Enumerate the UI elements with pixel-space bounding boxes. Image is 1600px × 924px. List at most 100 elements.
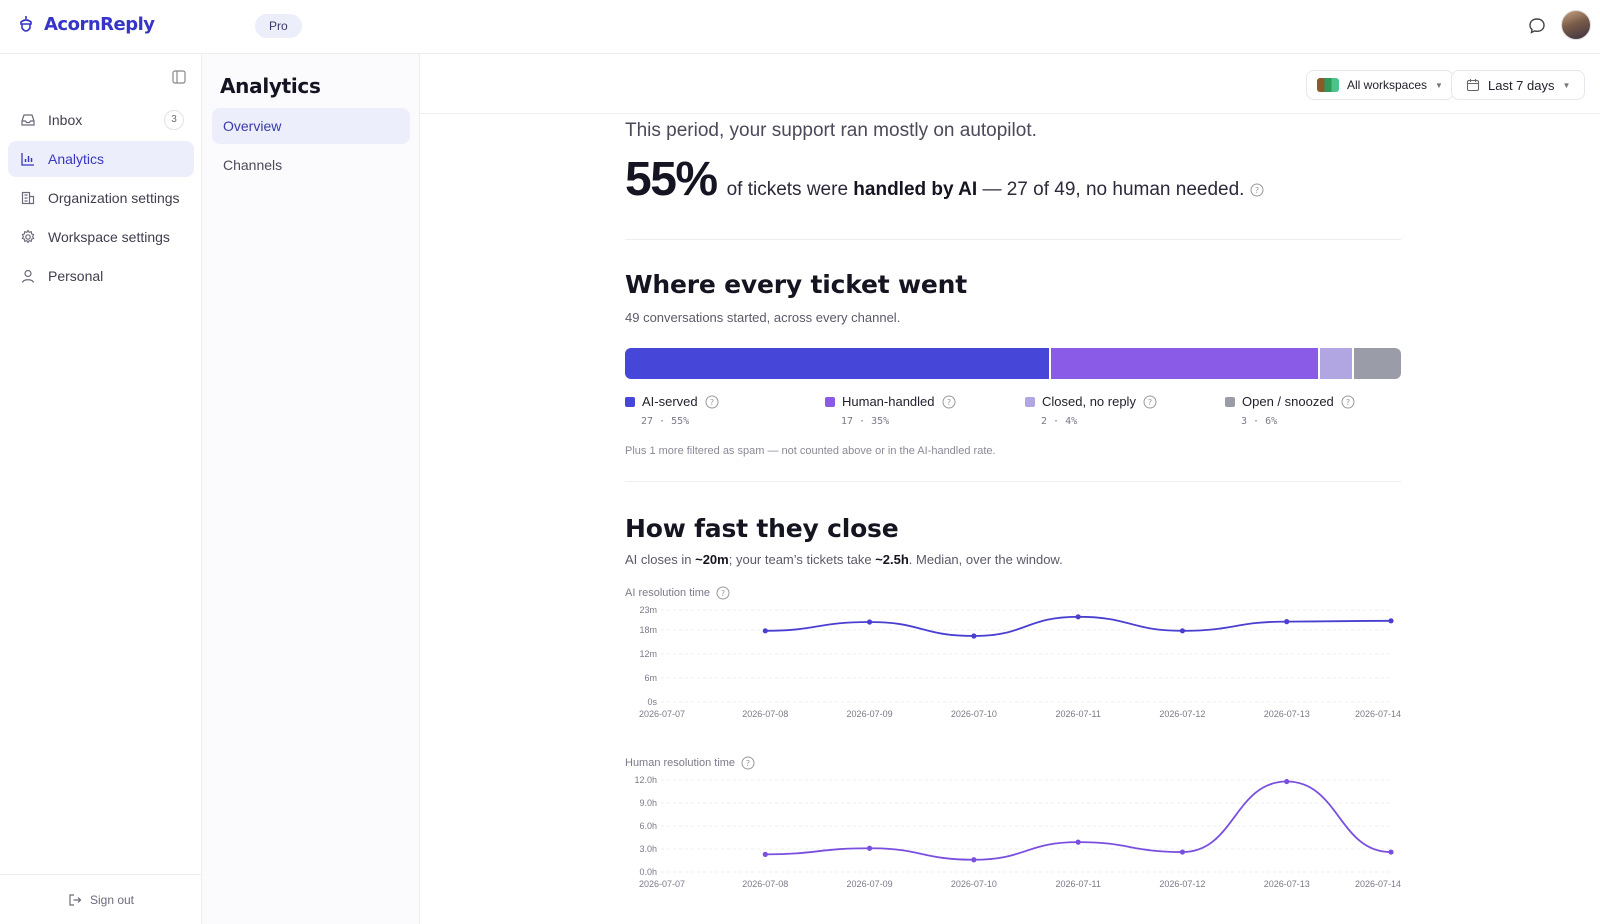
top-bar: AcornReply Pro — [0, 0, 1600, 54]
svg-text:?: ? — [746, 759, 750, 768]
subnav-item-channels[interactable]: Channels — [223, 157, 283, 173]
calendar-icon — [1466, 79, 1480, 92]
plan-badge: Pro — [255, 14, 302, 38]
legend-ai-served: AI-served ? 27 · 55% — [625, 394, 821, 427]
y-tick-label: 0s — [647, 697, 657, 707]
workspace-icon — [1317, 78, 1339, 92]
y-tick-label: 23m — [639, 605, 657, 615]
legend-open-snoozed: Open / snoozed ? 3 · 6% — [1225, 394, 1421, 427]
subnav-item-overview[interactable]: Overview — [212, 108, 410, 144]
stat-text-bold: handled by AI — [853, 179, 978, 200]
legend-swatch — [825, 396, 835, 407]
legend-swatch — [1225, 396, 1235, 407]
user-avatar[interactable] — [1561, 10, 1591, 40]
acorn-icon — [20, 15, 32, 32]
user-icon — [21, 269, 35, 283]
y-tick-label: 6m — [644, 673, 657, 683]
help-icon[interactable]: ? — [705, 395, 719, 409]
legend-swatch — [1025, 396, 1035, 407]
legend-closed-no-reply: Closed, no reply ? 2 · 4% — [1025, 394, 1221, 427]
gear-icon — [21, 229, 35, 244]
collapse-sidebar-icon[interactable] — [172, 70, 186, 84]
sign-out-label: Sign out — [89, 892, 135, 907]
distribution-subtitle: 49 conversations started, across every c… — [625, 310, 901, 325]
filter-bar: All workspaces ▼ Last 7 days ▼ — [420, 54, 1600, 114]
sidebar-item-analytics[interactable]: Analytics — [8, 141, 194, 177]
analytics-subnav: Analytics Overview Channels — [202, 54, 420, 924]
help-icon[interactable]: ? — [741, 756, 755, 770]
chat-icon[interactable] — [1527, 16, 1547, 36]
y-tick-label: 6.0h — [639, 821, 657, 831]
svg-text:?: ? — [1255, 186, 1259, 195]
data-point — [971, 633, 977, 639]
stat-text-after: — 27 of 49, no human needed. — [982, 179, 1245, 200]
main-content: This period, your support ran mostly on … — [420, 114, 1600, 924]
y-tick-label: 3.0h — [639, 844, 657, 854]
help-icon[interactable]: ? — [716, 586, 730, 600]
app-logo[interactable]: AcornReply — [18, 14, 155, 35]
svg-text:?: ? — [946, 398, 950, 407]
legend-sub: 17 · 35% — [841, 416, 890, 427]
data-point — [1284, 778, 1290, 785]
speed-subtitle-part: . Median, over the window. — [908, 552, 1063, 567]
sidebar-item-inbox[interactable]: Inbox 3 — [8, 102, 194, 138]
distribution-segment[interactable] — [625, 348, 1050, 379]
x-tick-label: 2026-07-09 — [847, 879, 893, 889]
sign-out-button[interactable]: Sign out — [0, 874, 202, 924]
legend-human-handled: Human-handled ? 17 · 35% — [825, 394, 1021, 427]
data-point — [866, 619, 873, 625]
sidebar-item-personal[interactable]: Personal — [8, 258, 194, 294]
distribution-segment[interactable] — [1320, 348, 1352, 379]
workspace-filter-dropdown[interactable]: All workspaces ▼ — [1306, 70, 1454, 100]
help-icon[interactable]: ? — [1143, 395, 1157, 409]
x-tick-label: 2026-07-13 — [1264, 879, 1310, 889]
summary-headline: This period, your support ran mostly on … — [625, 120, 1037, 141]
workspace-filter-label: All workspaces — [1347, 78, 1428, 92]
section-divider — [625, 481, 1401, 482]
svg-text:?: ? — [710, 398, 714, 407]
human-median-time: ~2.5h — [875, 552, 909, 567]
x-tick-label: 2026-07-13 — [1264, 709, 1310, 719]
ai-chart-label: AI resolution time ? — [625, 586, 730, 600]
x-tick-label: 2026-07-10 — [951, 879, 997, 889]
ticket-distribution-bar — [625, 348, 1401, 379]
human-chart-label: Human resolution time ? — [625, 756, 755, 770]
x-tick-label: 2026-07-07 — [639, 879, 685, 889]
sidebar-item-label: Personal — [48, 268, 104, 284]
app-name: AcornReply — [44, 14, 155, 35]
x-tick-label: 2026-07-11 — [1055, 709, 1100, 719]
data-point — [1179, 849, 1186, 855]
data-point — [762, 851, 768, 857]
date-range-dropdown[interactable]: Last 7 days ▼ — [1451, 70, 1586, 100]
x-tick-label: 2026-07-14 — [1355, 709, 1401, 719]
sign-out-icon — [69, 893, 82, 906]
date-range-label: Last 7 days — [1488, 77, 1555, 93]
distribution-segment[interactable] — [1353, 348, 1401, 379]
ai-handled-percent: 55% — [625, 153, 718, 206]
bar-chart-icon — [21, 153, 34, 166]
distribution-segment[interactable] — [1051, 348, 1319, 379]
data-point — [971, 857, 977, 863]
human-resolution-chart: 0.0h 3.0h 6.0h 9.0h 12.0h 2026-07-07 2026-07-0… — [634, 775, 1401, 889]
x-tick-label: 2026-07-07 — [639, 709, 685, 719]
help-icon[interactable]: ? — [1341, 395, 1355, 409]
speed-title: How fast they close — [625, 514, 899, 543]
legend-sub: 27 · 55% — [641, 416, 690, 427]
inbox-icon — [21, 114, 35, 126]
y-tick-label: 12.0h — [634, 775, 657, 785]
help-icon[interactable]: ? — [1250, 183, 1264, 197]
legend-swatch — [625, 396, 635, 407]
help-icon[interactable]: ? — [942, 395, 956, 409]
building-icon — [21, 191, 35, 205]
sidebar-item-workspace-settings[interactable]: Workspace settings — [8, 219, 194, 255]
stat-text-before: of tickets were — [726, 179, 849, 200]
legend-label: Closed, no reply — [1042, 394, 1136, 409]
ai-handled-description: of tickets were handled by AI — 27 of 49… — [727, 179, 1264, 201]
human-chart-title: Human resolution time — [625, 757, 736, 769]
legend-label: AI-served — [642, 394, 698, 409]
speed-subtitle: AI closes in ~20m; your team’s tickets t… — [625, 552, 1063, 567]
page-title: Analytics — [220, 74, 321, 98]
data-point — [866, 845, 873, 851]
sidebar-item-organization-settings[interactable]: Organization settings — [8, 180, 194, 216]
svg-text:?: ? — [1346, 398, 1350, 407]
